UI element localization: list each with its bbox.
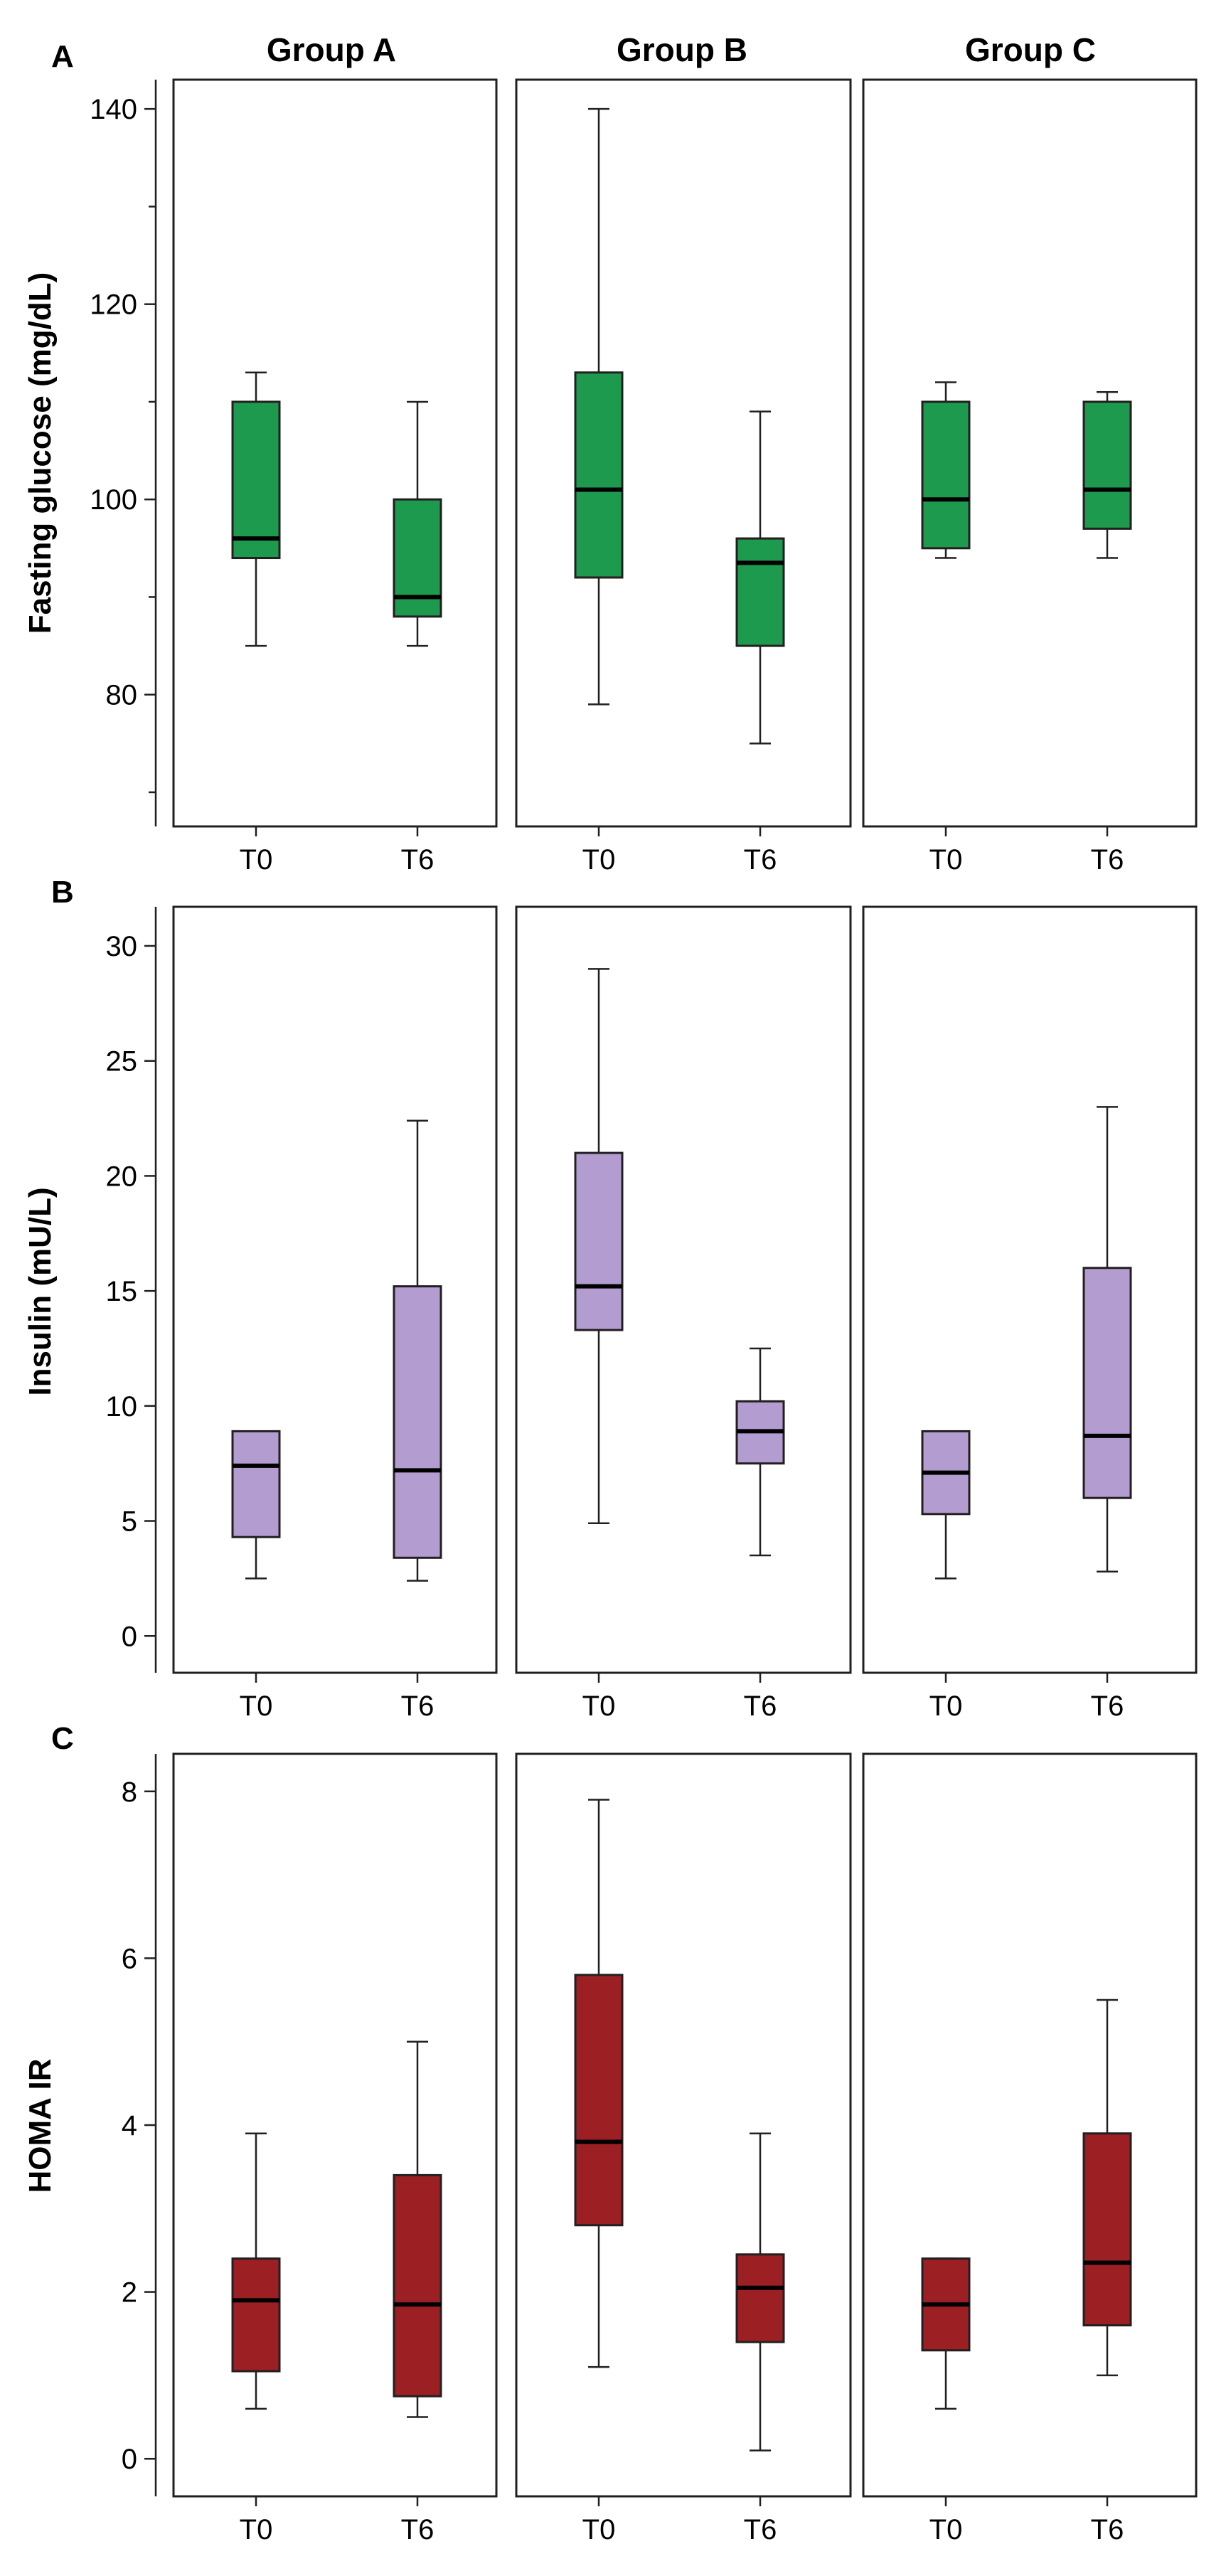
x-tick-label: T0 [240, 2514, 273, 2545]
box-b-2-t0: T0 [574, 968, 624, 1722]
iqr-box [393, 1285, 442, 1559]
box-c-3-t0: T0 [921, 2257, 971, 2545]
iqr-box [921, 400, 971, 550]
subplot-frame [862, 905, 1198, 1674]
subplot-a-group-3: T0 T6 [862, 78, 1198, 875]
box-b-3-t6: T6 [1082, 1106, 1132, 1722]
box-c-1-t6: T6 [393, 2040, 442, 2545]
iqr-box [393, 2173, 442, 2397]
subplot-frame [515, 78, 852, 828]
iqr-box [1082, 2132, 1132, 2327]
x-tick-label: T6 [1091, 844, 1124, 875]
y-tick-label: 15 [106, 1276, 138, 1307]
iqr-box [1082, 400, 1132, 530]
x-tick-label: T6 [401, 844, 435, 875]
subplot-frame [172, 905, 498, 1674]
box-a-1-t0: T0 [231, 371, 281, 875]
box-a-2-t6: T6 [735, 410, 785, 875]
y-tick-label: 30 [106, 931, 138, 962]
x-tick-label: T6 [744, 1691, 777, 1722]
x-tick-label: T6 [1091, 2514, 1124, 2545]
subplot-frame [172, 78, 498, 828]
box-b-3-t0: T0 [921, 1430, 971, 1722]
group-title-c: Group C [965, 31, 1096, 68]
subplot-b-group-2: T0 T6 [515, 905, 852, 1722]
y-tick-label: 10 [106, 1391, 138, 1422]
y-tick-label: 25 [106, 1046, 138, 1077]
iqr-box [735, 2253, 785, 2343]
panel-letter-b: B [51, 875, 74, 910]
subplot-c-group-2: T0 T6 [515, 1752, 852, 2545]
box-a-3-t0: T0 [921, 381, 971, 875]
iqr-box [231, 2257, 281, 2373]
y-tick-label: 120 [90, 289, 137, 321]
subplot-frame [862, 78, 1198, 828]
x-tick-label: T6 [1091, 1691, 1124, 1722]
y-tick-label: 100 [90, 484, 137, 516]
y-axis-label-b: Insulin (mU/L) [23, 1187, 58, 1395]
iqr-box [1082, 1267, 1132, 1499]
x-tick-label: T0 [929, 1691, 963, 1722]
x-tick-label: T0 [929, 844, 963, 875]
y-tick-label: 4 [122, 2110, 137, 2141]
panel-letter-a: A [51, 39, 74, 74]
y-tick-label: 140 [90, 94, 137, 125]
x-tick-label: T6 [401, 1691, 435, 1722]
group-title-a: Group A [267, 31, 396, 68]
subplot-a-group-2: T0 T6 [515, 78, 852, 875]
box-c-2-t6: T6 [735, 2132, 785, 2545]
x-tick-label: T0 [582, 844, 616, 875]
x-tick-label: T6 [744, 2514, 777, 2545]
y-tick-label: 2 [122, 2277, 137, 2309]
panel-c: C HOMA IR 0 2 4 6 8 T0 T6 T0 T6 T0 T6 [23, 1721, 1198, 2545]
iqr-box [231, 400, 281, 560]
subplot-frame [862, 1752, 1198, 2498]
subplot-c-group-1: T0 T6 [172, 1752, 498, 2545]
panel-letter-c: C [51, 1721, 74, 1756]
x-tick-label: T0 [929, 2514, 963, 2545]
box-a-2-t0: T0 [574, 107, 624, 875]
y-tick-label: 0 [122, 1621, 137, 1652]
box-b-1-t6: T6 [393, 1119, 442, 1722]
box-c-1-t0: T0 [231, 2132, 281, 2545]
subplot-frame [172, 1752, 498, 2498]
iqr-box [735, 537, 785, 647]
box-a-3-t6: T6 [1082, 390, 1132, 875]
y-axis-label-a: Fasting glucose (mg/dL) [23, 272, 58, 634]
x-tick-label: T0 [582, 1691, 616, 1722]
subplot-a-group-1: T0 T6 [172, 78, 498, 875]
iqr-box [574, 371, 624, 579]
subplot-c-group-3: T0 T6 [862, 1752, 1198, 2545]
y-tick-label: 80 [106, 680, 138, 711]
group-title-b: Group B [617, 31, 747, 68]
subplot-frame [515, 905, 852, 1674]
subplot-frame [515, 1752, 852, 2498]
y-tick-label: 5 [122, 1506, 137, 1538]
x-tick-label: T6 [744, 844, 777, 875]
y-tick-label: 6 [122, 1943, 137, 1974]
x-tick-label: T0 [240, 1691, 273, 1722]
subplot-b-group-1: T0 T6 [172, 905, 498, 1722]
y-tick-label: 8 [122, 1777, 137, 1808]
box-c-2-t0: T0 [574, 1799, 624, 2545]
subplot-b-group-3: T0 T6 [862, 905, 1198, 1722]
y-axis-label-c: HOMA IR [23, 2058, 58, 2193]
iqr-box [574, 1974, 624, 2227]
iqr-box [231, 1430, 281, 1538]
x-tick-label: T0 [582, 2514, 616, 2545]
box-c-3-t6: T6 [1082, 1998, 1132, 2545]
box-b-1-t0: T0 [231, 1430, 281, 1722]
box-a-1-t6: T6 [393, 400, 442, 875]
y-tick-label: 20 [106, 1161, 138, 1192]
x-tick-label: T6 [401, 2514, 435, 2545]
iqr-box [574, 1151, 624, 1331]
box-b-2-t6: T6 [735, 1347, 785, 1722]
panel-b: B Insulin (mU/L) 0 5 10 15 20 25 30 T0 T6 T0 T6 T0 T6 [23, 875, 1198, 1722]
x-tick-label: T0 [240, 844, 273, 875]
group-titles: Group A Group B Group C [267, 31, 1096, 68]
y-tick-label: 0 [122, 2444, 137, 2475]
